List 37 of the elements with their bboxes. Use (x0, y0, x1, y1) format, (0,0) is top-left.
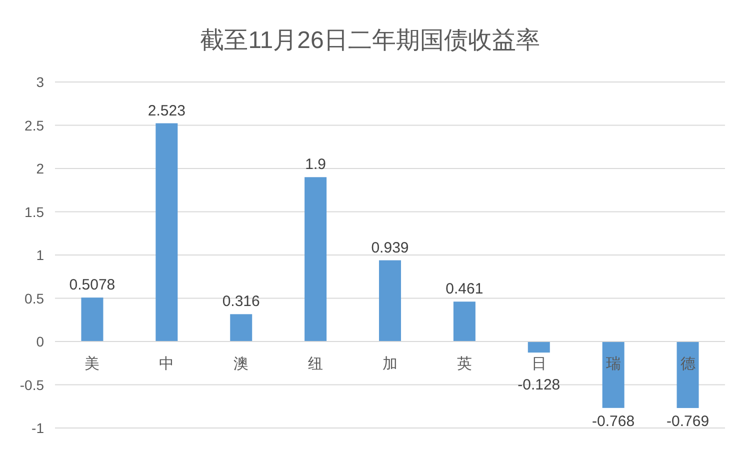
data-label: -0.769 (666, 413, 710, 430)
data-label: 2.523 (148, 102, 186, 120)
data-label: -0.768 (592, 412, 635, 430)
bar (81, 298, 104, 342)
y-tick-label: -0.5 (20, 376, 44, 393)
x-tick-label: 日 (531, 356, 546, 372)
x-tick-label: 澳 (234, 356, 249, 372)
bar (676, 342, 699, 408)
bar (602, 342, 624, 408)
y-tick-label: 1 (36, 247, 44, 263)
bar (453, 302, 476, 342)
y-tick-label: 1.5 (24, 204, 44, 220)
data-label: 0.461 (446, 280, 484, 298)
bar (379, 260, 401, 342)
bar (230, 314, 252, 342)
data-label: 0.316 (222, 293, 260, 310)
x-tick-label: 中 (159, 356, 174, 372)
y-tick-label: -1 (32, 420, 44, 436)
x-tick-label: 瑞 (606, 356, 621, 372)
data-label: 1.9 (305, 156, 326, 174)
y-tick-label: 2.5 (24, 117, 44, 134)
x-tick-label: 德 (680, 356, 696, 372)
x-tick-label: 美 (84, 356, 100, 372)
y-tick-label: 2 (36, 160, 44, 176)
data-label: 0.939 (371, 239, 409, 256)
y-tick-label: 0 (36, 334, 44, 350)
data-label: 0.5078 (69, 276, 116, 294)
y-tick-label: 0.5 (24, 290, 44, 306)
x-tick-label: 英 (456, 356, 472, 372)
chart-title: 截至11月26日二年期国债收益率 (200, 27, 540, 54)
bar (304, 177, 327, 342)
y-tick-label: 3 (36, 74, 44, 90)
bar (156, 123, 178, 342)
x-tick-label: 纽 (308, 356, 324, 372)
x-tick-label: 加 (382, 356, 398, 372)
data-label: -0.128 (518, 376, 560, 394)
bar (528, 342, 550, 353)
